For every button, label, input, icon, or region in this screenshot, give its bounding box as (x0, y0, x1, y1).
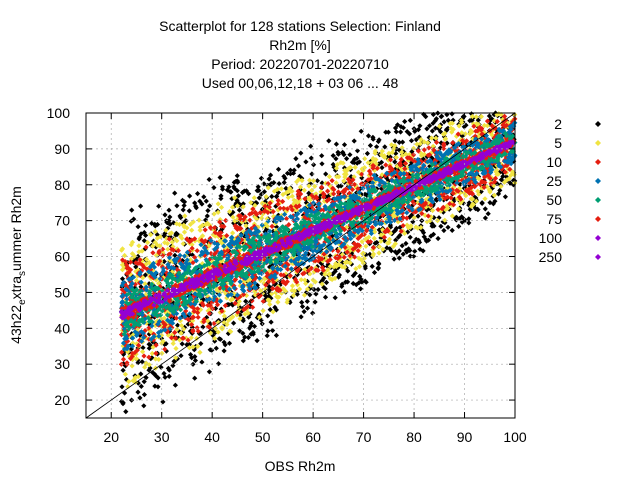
x-tick-label-90: 90 (457, 429, 473, 445)
chart-title-line-4: Used 00,06,12,18 + 03 06 ... 48 (201, 75, 399, 91)
y-tick-label-80: 80 (54, 177, 70, 193)
legend-marker-5 (595, 140, 601, 146)
x-tick-label-70: 70 (356, 429, 372, 445)
y-tick-label-50: 50 (54, 284, 70, 300)
legend-markers (595, 121, 601, 260)
y-tick-label-100: 100 (47, 105, 71, 121)
legend-label-2: 2 (554, 116, 562, 132)
y-axis-label-end: ummer Rh2m (8, 186, 25, 271)
chart-title-line-2: Rh2m [%] (269, 37, 331, 53)
chart-title-line-1: Scatterplot for 128 stations Selection: … (159, 18, 441, 34)
diagonal-line (85, 112, 516, 419)
axis-ticks: 20 30 40 50 60 70 80 90 100 20 30 40 50 60 70 80 90 100 (47, 105, 527, 445)
y-axis-label-sub-2: s (16, 270, 28, 276)
y-tick-label-20: 20 (54, 392, 70, 408)
legend-marker-25 (595, 178, 601, 184)
x-tick-label-30: 30 (154, 429, 170, 445)
legend-label-50: 50 (546, 192, 562, 208)
y-axis-label: 43h22extrasummer Rh2m (8, 186, 28, 344)
legend-label-5: 5 (554, 135, 562, 151)
scatter-points (118, 110, 518, 415)
y-tick-label-70: 70 (54, 213, 70, 229)
y-axis-label-main: 43h22 (8, 304, 25, 344)
legend-label-75: 75 (546, 211, 562, 227)
legend-marker-50 (595, 197, 601, 203)
y-tick-label-90: 90 (54, 141, 70, 157)
legend-marker-100 (595, 235, 601, 241)
y-axis-label-mid: xtra (8, 275, 25, 300)
legend-marker-10 (595, 159, 601, 165)
y-tick-label-40: 40 (54, 320, 70, 336)
x-tick-label-20: 20 (103, 429, 119, 445)
legend-label-10: 10 (546, 154, 562, 170)
legend-marker-75 (595, 216, 601, 222)
chart-title-line-3: Period: 20220701-20220710 (211, 56, 389, 72)
y-tick-label-30: 30 (54, 356, 70, 372)
y-tick-label-60: 60 (54, 249, 70, 265)
x-axis-label: OBS Rh2m (264, 458, 336, 474)
legend-label-250: 250 (538, 249, 562, 265)
x-tick-label-80: 80 (406, 429, 422, 445)
legend-marker-250 (595, 254, 601, 260)
x-tick-label-50: 50 (255, 429, 271, 445)
x-tick-label-60: 60 (305, 429, 321, 445)
x-tick-label-40: 40 (204, 429, 220, 445)
x-tick-label-100: 100 (503, 429, 527, 445)
legend-marker-2 (595, 121, 601, 127)
legend-label-100: 100 (538, 230, 562, 246)
legend-label-25: 25 (546, 173, 562, 189)
y-axis-label-sub-1: e (16, 299, 28, 305)
plot-frame (85, 112, 516, 419)
grid-lines (86, 113, 515, 418)
